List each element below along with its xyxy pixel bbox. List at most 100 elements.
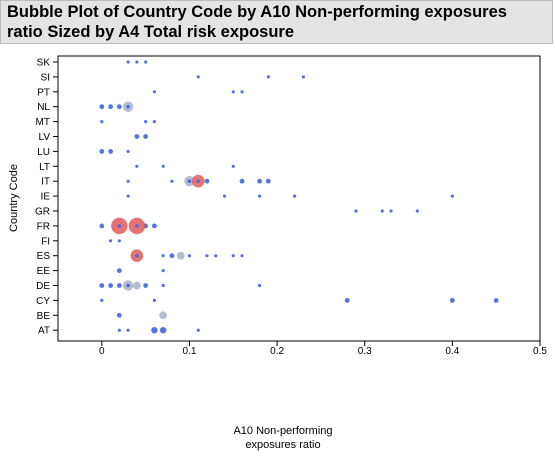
x-tick-label: 0.3 — [358, 346, 372, 357]
data-point — [450, 194, 454, 198]
data-point — [108, 149, 113, 154]
data-point — [380, 209, 384, 213]
data-point — [239, 178, 245, 184]
data-point — [196, 75, 200, 79]
data-point — [159, 311, 168, 320]
chart-title: Bubble Plot of Country Code by A10 Non-p… — [7, 3, 507, 41]
y-tick-label: LU — [37, 147, 50, 158]
data-point-core — [135, 224, 139, 228]
y-tick-label: IT — [41, 177, 50, 188]
data-point — [152, 90, 156, 94]
y-tick-label: DE — [36, 281, 50, 292]
y-tick-label: EE — [37, 266, 51, 277]
data-point — [231, 164, 235, 168]
data-point — [196, 328, 200, 332]
y-tick-label: FR — [37, 221, 50, 232]
data-point — [99, 104, 105, 110]
data-point — [151, 327, 158, 334]
data-point — [415, 209, 419, 213]
data-point-core — [196, 179, 201, 183]
data-point-core — [135, 253, 139, 258]
data-point — [152, 298, 156, 302]
data-point-core — [126, 283, 130, 288]
data-point — [99, 283, 105, 288]
data-point — [257, 178, 262, 184]
data-point — [116, 312, 122, 318]
y-tick-label: SK — [37, 58, 51, 69]
data-point — [257, 194, 262, 198]
data-point-core — [117, 224, 122, 228]
title-bar: Bubble Plot of Country Code by A10 Non-p… — [0, 0, 553, 44]
data-point — [152, 223, 157, 229]
data-point — [240, 254, 244, 258]
x-tick-label: 0.1 — [183, 346, 197, 357]
y-tick-label: MT — [36, 117, 50, 128]
data-point — [99, 223, 105, 229]
y-tick-label: ES — [37, 251, 51, 262]
data-point — [144, 60, 148, 64]
y-tick-label: LT — [39, 162, 50, 173]
data-point — [169, 253, 175, 259]
data-point — [100, 120, 104, 124]
data-point — [449, 298, 455, 303]
data-point-core — [126, 104, 130, 109]
data-point — [231, 90, 235, 94]
data-point — [159, 327, 167, 334]
data-point — [126, 194, 130, 198]
data-point — [204, 178, 210, 184]
data-point — [126, 328, 130, 332]
y-tick-label: AT — [38, 326, 50, 337]
x-axis: 0 0.1 0.2 0.3 0.4 0.5 — [99, 341, 547, 357]
plot-frame — [57, 55, 541, 342]
data-point — [126, 60, 130, 64]
data-point — [108, 283, 113, 288]
data-point — [257, 283, 262, 288]
x-tick-label: 0.4 — [445, 346, 459, 357]
data-point — [134, 134, 140, 139]
data-point — [135, 60, 139, 64]
data-point — [144, 120, 148, 124]
data-point — [108, 239, 113, 243]
data-point — [266, 75, 270, 79]
data-point — [143, 134, 149, 139]
data-point — [389, 209, 393, 213]
data-point — [240, 90, 244, 94]
data-point — [99, 149, 105, 154]
data-point — [222, 194, 227, 198]
data-point — [117, 239, 121, 243]
data-point — [143, 283, 149, 288]
y-axis-title: Country Code — [8, 164, 20, 232]
data-point — [161, 283, 165, 288]
y-tick-label: FI — [41, 236, 50, 247]
data-point — [187, 254, 192, 258]
data-point — [152, 120, 156, 124]
y-axis: SK SI PT NL MT LV LU LT IT IE GR FR FI ES EE DE CY BE AT — [35, 58, 58, 337]
y-tick-label: GR — [35, 207, 50, 218]
y-tick-label: BE — [37, 311, 51, 322]
data-point — [161, 254, 165, 258]
data-point — [176, 251, 185, 260]
y-tick-label: PT — [37, 87, 50, 98]
data-point — [170, 179, 174, 183]
x-tick-label: 0.2 — [270, 346, 284, 357]
x-tick-label: 0.5 — [533, 346, 547, 357]
data-point — [117, 328, 121, 332]
data-point — [108, 104, 113, 110]
data-point — [116, 268, 122, 273]
y-tick-label: CY — [36, 296, 50, 307]
data-point — [293, 194, 297, 198]
data-point — [126, 179, 130, 183]
data-point — [161, 269, 165, 273]
data-point — [135, 164, 139, 168]
x-axis-title: A10 Non-performing exposures ratio — [233, 425, 333, 451]
y-tick-label: LV — [39, 132, 51, 143]
data-point — [161, 164, 165, 168]
y-tick-label: IE — [41, 192, 51, 203]
data-point — [126, 149, 130, 153]
data-point — [116, 104, 122, 110]
y-tick-label: NL — [37, 102, 50, 113]
data-point — [214, 254, 218, 258]
data-point — [132, 281, 141, 290]
data-point — [265, 178, 271, 184]
